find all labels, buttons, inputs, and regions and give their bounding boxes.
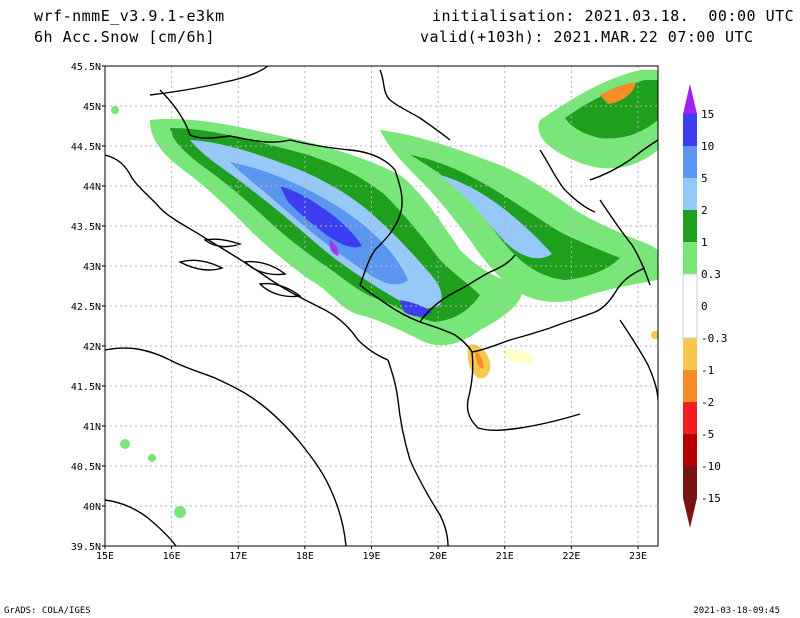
snow-south-cream — [500, 349, 535, 364]
border-greece-north — [466, 351, 581, 431]
longitude-tick-label: 19E — [362, 551, 380, 562]
snow-dot — [174, 506, 186, 518]
model-title: wrf-nmmE_v3.9.1-e3km — [34, 7, 225, 25]
colorbar-segment — [683, 338, 697, 370]
border-serbia-bulgaria — [599, 199, 651, 286]
snow-blue-dark-2 — [400, 300, 432, 317]
border-macedonia-north — [471, 327, 551, 353]
latitude-tick-label: 43.5N — [71, 222, 101, 233]
latitude-tick-label: 44N — [83, 182, 101, 193]
latitude-tick-label: 40N — [83, 502, 101, 513]
latitude-tick-label: 41N — [83, 422, 101, 433]
latitude-tick-label: 45N — [83, 102, 101, 113]
colorbar-label: -2 — [701, 396, 714, 409]
latitude-tick-label: 39.5N — [71, 542, 101, 553]
snow-ne-orange — [600, 82, 636, 104]
snow-dot — [120, 439, 130, 449]
colorbar-label: 5 — [701, 172, 708, 185]
coastline-italy-south — [105, 499, 177, 546]
latitude-tick-label: 43N — [83, 262, 101, 273]
colorbar-segment — [683, 434, 697, 466]
longitude-tick-label: 15E — [96, 551, 114, 562]
latitude-tick-label: 42N — [83, 342, 101, 353]
colorbar-segment — [683, 370, 697, 402]
colorbar-label: -1 — [701, 364, 714, 377]
map-gridlines — [105, 66, 658, 546]
colorbar-label: 0.3 — [701, 268, 721, 281]
border-north-west — [149, 66, 269, 96]
border-kosovo — [419, 254, 516, 323]
colorbar-bottom-arrow — [683, 498, 697, 528]
border-romania-bulgaria — [589, 139, 658, 181]
latitude-tick-label: 40.5N — [71, 462, 101, 473]
snow-dot — [651, 331, 658, 339]
colorbar-label: -15 — [701, 492, 721, 505]
snow-blue-dark — [280, 186, 362, 248]
colorbar-segment — [683, 146, 697, 178]
variable-title: 6h Acc.Snow [cm/6h] — [34, 28, 216, 46]
border-serbia-romania — [539, 149, 596, 213]
snow-field — [111, 70, 658, 518]
border-hungary-serbia — [379, 69, 451, 141]
colorbar-zero-frame — [682, 273, 698, 339]
footer-timestamp: 2021-03-18-09:45 — [693, 606, 780, 616]
latitude-tick-label: 45.5N — [71, 62, 101, 73]
colorbar-label: -5 — [701, 428, 714, 441]
border-bulgaria-greece — [619, 319, 658, 401]
longitude-tick-label: 16E — [163, 551, 181, 562]
longitude-tick-label: 18E — [296, 551, 314, 562]
latitude-tick-label: 44.5N — [71, 142, 101, 153]
footer-credit: GrADS: COLA/IGES — [4, 606, 91, 616]
latitude-tick-label: 41.5N — [71, 382, 101, 393]
colorbar-label: 1 — [701, 236, 708, 249]
coastline-islands — [178, 238, 302, 298]
snow-east-blue-light — [440, 175, 552, 259]
snow-south-orange — [475, 352, 484, 369]
colorbar-segment — [683, 178, 697, 210]
latitude-tick-label: 42.5N — [71, 302, 101, 313]
snow-dot — [111, 106, 119, 114]
coastline-albania — [387, 359, 449, 546]
colorbar-top-arrow — [683, 84, 697, 114]
longitude-tick-labels: 15E 16E 17E 18E 19E 20E 21E 22E 23E — [96, 546, 647, 562]
coastline-adriatic-east — [105, 154, 389, 361]
coastline-italy — [105, 347, 347, 546]
border-bulgaria-west — [549, 267, 646, 329]
initialisation-time: initialisation: 2021.03.18. 00:00 UTC — [432, 7, 795, 25]
longitude-tick-label: 21E — [496, 551, 514, 562]
colorbar-label: 15 — [701, 108, 714, 121]
snow-ne-green-dark — [565, 80, 658, 139]
colorbar-segment — [683, 466, 697, 498]
longitude-tick-label: 17E — [229, 551, 247, 562]
colorbar-segment — [683, 402, 697, 434]
longitude-tick-label: 23E — [629, 551, 647, 562]
colorbar-segment — [683, 210, 697, 242]
coastlines-borders — [105, 66, 658, 546]
colorbar-segment — [683, 242, 697, 274]
snow-purple — [329, 240, 339, 256]
colorbar-segment — [683, 114, 697, 146]
valid-time: valid(+103h): 2021.MAR.22 07:00 UTC — [420, 28, 754, 46]
longitude-tick-label: 22E — [562, 551, 580, 562]
snow-dot — [148, 454, 156, 462]
colorbar-label: 0 — [701, 300, 708, 313]
border-croatia-bosnia-north — [159, 89, 396, 171]
colorbar-segment — [683, 274, 697, 306]
colorbar-label: -10 — [701, 460, 721, 473]
border-bosnia-serbia — [359, 169, 403, 286]
latitude-tick-labels: 39.5N 40N 40.5N 41N 41.5N 42N 42.5N 43N 43.5N 44N… — [71, 62, 105, 553]
colorbar: 15 10 5 2 1 0.3 0 -0.3 -1 -2 -5 -10 -15 — [682, 84, 728, 528]
colorbar-segment — [683, 306, 697, 338]
colorbar-label: 2 — [701, 204, 708, 217]
longitude-tick-label: 20E — [429, 551, 447, 562]
colorbar-label: -0.3 — [701, 332, 728, 345]
colorbar-label: 10 — [701, 140, 714, 153]
